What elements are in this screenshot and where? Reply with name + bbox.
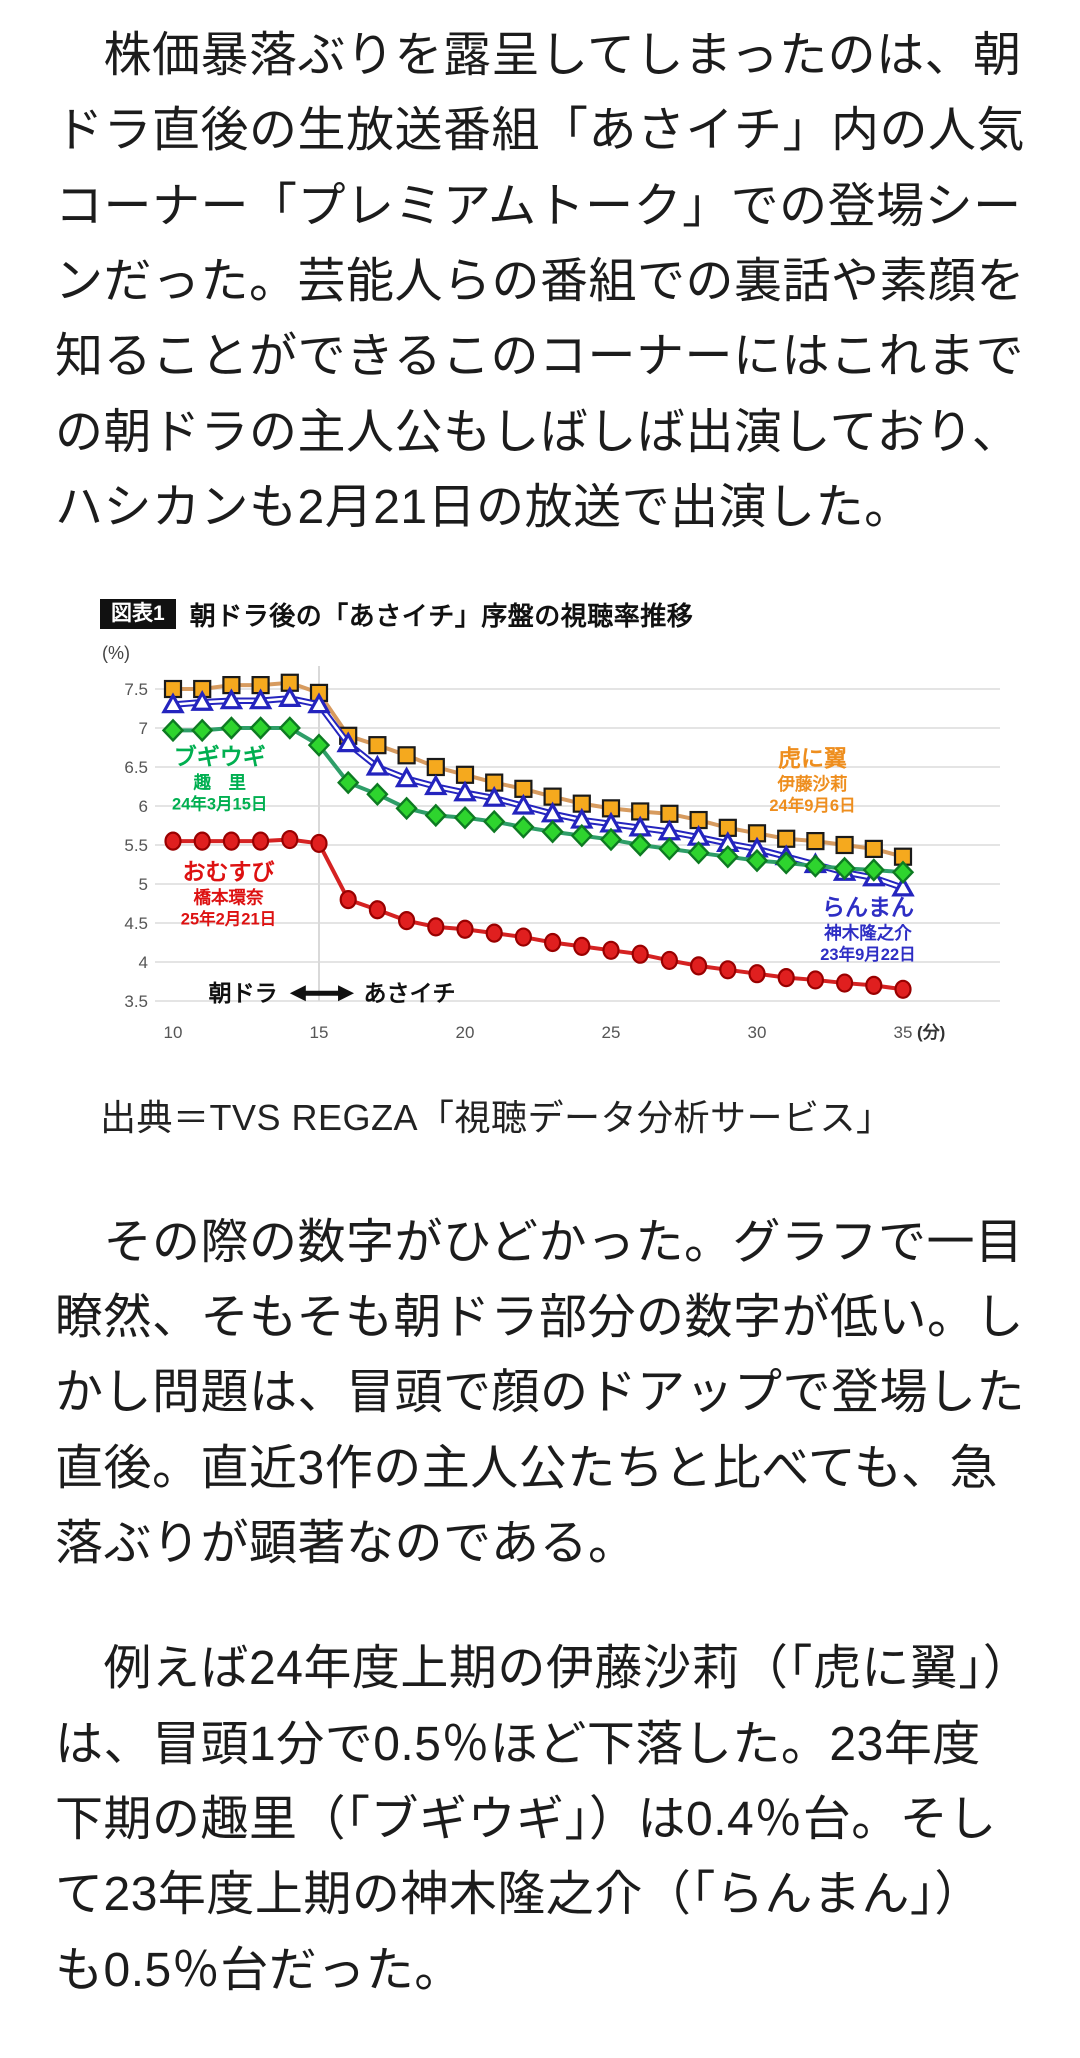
svg-text:15: 15 [310, 1023, 329, 1042]
svg-text:6: 6 [139, 797, 148, 816]
svg-text:趣 里: 趣 里 [192, 772, 246, 792]
paragraph-2: その際の数字がひどかった。グラフで一目瞭然、そもそも朝ドラ部分の数字が低い。しか… [55, 1215, 1026, 1570]
svg-text:20: 20 [456, 1023, 475, 1042]
svg-text:橋本環奈: 橋本環奈 [193, 887, 263, 907]
svg-text:(分): (分) [917, 1023, 945, 1042]
svg-text:10: 10 [164, 1023, 183, 1042]
svg-text:3.5: 3.5 [124, 992, 148, 1011]
svg-text:24年9月6日: 24年9月6日 [769, 795, 855, 815]
svg-text:25: 25 [602, 1023, 621, 1042]
chart-wrap: 7.5 7 6.5 6 5.5 5 4.5 4 3.5 10 15 20 25 30 35 (分) 虎に翼伊藤沙… [100, 665, 1025, 1063]
svg-text:ブギウギ: ブギウギ [174, 743, 266, 769]
svg-text:5.5: 5.5 [124, 836, 148, 855]
paragraph-3: 例えば24年度上期の伊藤沙莉（「虎に翼」）は、冒頭1分で0.5％ほど下落した。2… [55, 1642, 1008, 1997]
svg-text:おむすび: おむすび [182, 858, 274, 884]
svg-text:23年9月22日: 23年9月22日 [820, 944, 915, 964]
svg-text:25年2月21日: 25年2月21日 [181, 908, 276, 928]
figure-title-row: 図表1 朝ドラ後の「あさイチ」序盤の視聴率推移 [100, 596, 1025, 633]
svg-text:神木隆之介: 神木隆之介 [823, 923, 912, 943]
figure-badge: 図表1 [100, 598, 176, 630]
svg-text:35: 35 [894, 1023, 913, 1042]
svg-text:24年3月15日: 24年3月15日 [172, 793, 267, 813]
svg-text:30: 30 [748, 1023, 767, 1042]
svg-text:6.5: 6.5 [124, 758, 148, 777]
svg-text:らんまん: らんまん [822, 894, 914, 920]
paragraph-1: 株価暴落ぶりを露呈してしまったのは、朝ドラ直後の生放送番組「あさイチ」内の人気コ… [55, 29, 1026, 535]
svg-text:4: 4 [139, 953, 148, 972]
source-credit: 出典＝TVS REGZA「視聴データ分析サービス」 [100, 1096, 893, 1138]
svg-text:7: 7 [139, 719, 148, 738]
y-axis-unit-label: (%) [102, 642, 130, 663]
svg-text:朝ドラ: 朝ドラ [209, 980, 278, 1006]
svg-text:4.5: 4.5 [124, 914, 148, 933]
svg-text:7.5: 7.5 [124, 680, 148, 699]
svg-text:5: 5 [139, 875, 148, 894]
figure-title: 朝ドラ後の「あさイチ」序盤の視聴率推移 [189, 600, 694, 631]
svg-text:あさイチ: あさイチ [364, 980, 456, 1006]
svg-text:伊藤沙莉: 伊藤沙莉 [776, 774, 847, 794]
ratings-line-chart: 7.5 7 6.5 6 5.5 5 4.5 4 3.5 10 15 20 25 30 35 (分) 虎に翼伊藤沙… [124, 665, 1000, 1042]
svg-text:虎に翼: 虎に翼 [778, 745, 847, 771]
chart-figure: 図表1 朝ドラ後の「あさイチ」序盤の視聴率推移 (%) 7.5 7 6.5 6 5.5 5… [100, 596, 1025, 1141]
